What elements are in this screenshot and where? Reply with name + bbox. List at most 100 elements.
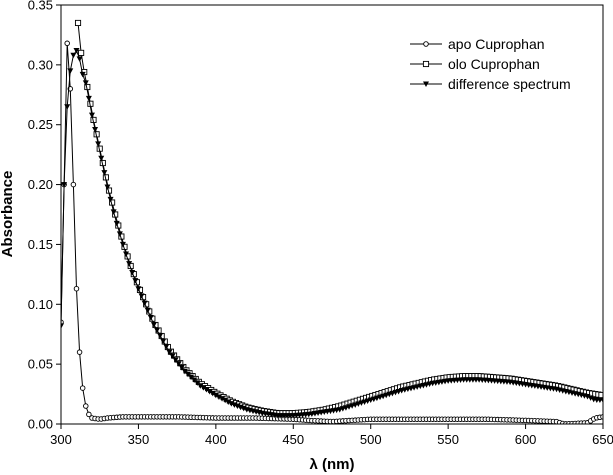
data-point <box>166 349 173 356</box>
x-tick-label: 600 <box>515 432 537 447</box>
data-point <box>129 269 136 276</box>
x-tick-label: 650 <box>592 432 613 447</box>
data-point <box>206 388 213 395</box>
data-point <box>191 377 198 383</box>
data-point <box>73 47 80 54</box>
data-point <box>587 395 594 401</box>
data-point <box>64 40 70 47</box>
y-axis-title: Absorbance <box>0 171 16 258</box>
data-point <box>194 380 201 386</box>
data-point <box>157 333 164 339</box>
data-point <box>86 411 92 418</box>
data-point <box>82 80 89 86</box>
data-point <box>85 95 92 102</box>
data-point <box>188 374 195 381</box>
data-point <box>132 278 139 284</box>
legend-label: difference spectrum <box>448 76 571 92</box>
data-point <box>70 181 77 188</box>
data-point <box>203 387 210 393</box>
data-point <box>67 68 74 74</box>
data-point <box>92 127 99 133</box>
data-point <box>113 220 120 227</box>
x-axis-title: λ (nm) <box>310 456 355 473</box>
data-point <box>101 170 108 176</box>
data-point <box>178 364 185 371</box>
data-point <box>88 112 95 119</box>
data-point <box>61 182 68 188</box>
x-tick-label: 350 <box>128 432 150 447</box>
legend-marker <box>423 41 429 47</box>
data-point <box>181 368 188 375</box>
data-point <box>600 397 603 404</box>
data-point <box>147 314 154 321</box>
data-point <box>83 403 89 409</box>
data-point <box>135 286 142 292</box>
legend-label: olo Cuprophan <box>448 56 540 72</box>
data-point <box>163 344 170 350</box>
data-point <box>184 371 191 378</box>
series-apo-cuprophan <box>61 40 603 424</box>
data-point <box>61 323 64 329</box>
data-point <box>209 390 216 397</box>
data-point <box>64 104 71 110</box>
data-point <box>95 141 102 147</box>
legend-label: apo Cuprophan <box>448 36 545 52</box>
data-point <box>119 241 126 248</box>
data-point <box>76 349 83 355</box>
y-tick-label: 0.35 <box>28 0 53 13</box>
data-point <box>222 397 229 404</box>
legend-item: apo Cuprophan <box>410 36 545 52</box>
plot-frame <box>60 4 604 425</box>
legend: apo Cuprophan olo Cuprophan difference spe… <box>410 36 571 92</box>
data-point <box>70 52 77 59</box>
y-tick-label: 0.10 <box>28 297 53 312</box>
data-point <box>79 71 86 78</box>
series-difference-spectrum <box>61 47 603 419</box>
x-tick-label: 300 <box>50 432 72 447</box>
data-point <box>154 327 161 334</box>
plot-series <box>61 19 603 424</box>
y-tick-label: 0.15 <box>28 237 53 252</box>
data-point <box>160 338 167 345</box>
x-axis: 300 350 400 450 500 550 600 650 <box>50 424 613 447</box>
y-axis: 0.00 0.05 0.10 0.15 0.20 0.25 0.30 0.35 <box>28 0 61 432</box>
data-point <box>126 261 133 267</box>
legend-item: difference spectrum <box>410 76 571 92</box>
data-point <box>141 300 148 307</box>
data-point <box>116 231 123 237</box>
legend-marker <box>422 60 430 68</box>
x-tick-label: 500 <box>360 432 382 447</box>
legend-marker <box>423 81 429 87</box>
data-point <box>138 293 145 299</box>
data-point <box>110 209 117 215</box>
data-point <box>197 383 204 389</box>
data-point <box>225 399 232 405</box>
data-point <box>219 396 226 402</box>
data-point <box>584 393 591 400</box>
y-tick-label: 0.00 <box>28 417 53 432</box>
data-point <box>76 56 83 62</box>
data-point <box>74 19 82 27</box>
legend-item: olo Cuprophan <box>410 56 540 72</box>
data-point <box>98 155 105 162</box>
data-point <box>200 385 207 391</box>
data-point <box>79 385 86 391</box>
data-point <box>600 414 603 420</box>
y-tick-label: 0.25 <box>28 117 53 132</box>
data-point <box>175 361 182 367</box>
data-point <box>169 353 176 360</box>
data-point <box>144 307 151 314</box>
y-tick-label: 0.05 <box>28 357 53 372</box>
y-tick-label: 0.30 <box>28 57 53 72</box>
data-point <box>104 184 111 190</box>
y-tick-label: 0.20 <box>28 177 53 192</box>
data-point <box>215 394 222 400</box>
data-point <box>107 196 114 203</box>
data-point <box>123 251 130 258</box>
data-point <box>150 322 157 328</box>
x-tick-label: 450 <box>282 432 304 447</box>
data-point <box>73 285 80 292</box>
data-point <box>212 392 219 399</box>
